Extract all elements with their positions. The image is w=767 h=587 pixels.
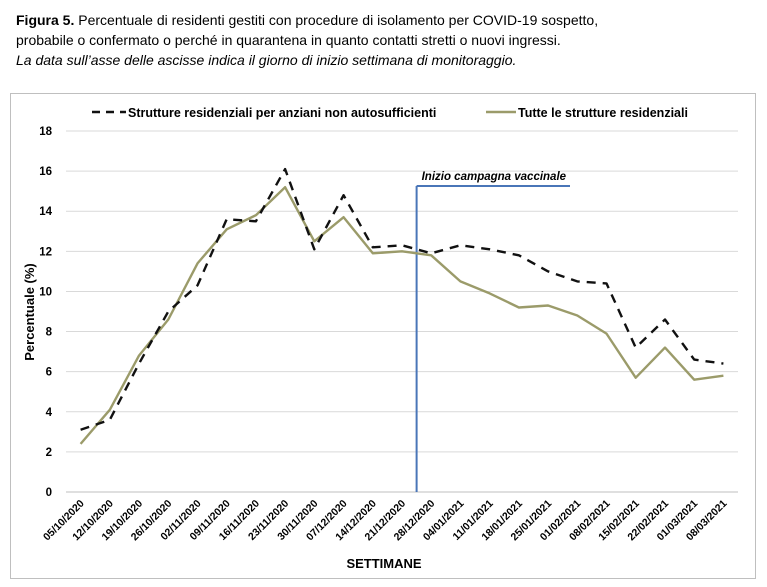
grid: [66, 130, 738, 493]
caption-line-1: Percentuale di residenti gestiti con pro…: [78, 12, 599, 28]
legend-label-series-2: Tutte le strutture residenziali: [518, 106, 688, 120]
y-tick-label: 12: [39, 246, 52, 258]
y-tick-label: 0: [46, 487, 52, 499]
series-line-tutte: [79, 185, 724, 445]
y-tick-label: 14: [39, 206, 52, 218]
legend: Strutture residenziali per anziani non a…: [92, 106, 688, 120]
y-axis-label: Percentuale (%): [22, 263, 37, 361]
series-line-anziani: [80, 167, 724, 431]
y-tick-label: 2: [46, 447, 52, 459]
figure-label: Figura 5.: [16, 12, 75, 28]
y-axis: 0 2 4 6 8 10 12 14 16 18: [39, 126, 52, 499]
figure-caption: Figura 5. Percentuale di residenti gesti…: [16, 10, 756, 70]
legend-label-series-1: Strutture residenziali per anziani non a…: [128, 106, 436, 120]
x-axis-label: SETTIMANE: [346, 556, 421, 571]
y-tick-label: 18: [39, 126, 52, 138]
chart-frame: [10, 93, 756, 579]
annotation-label: Inizio campagna vaccinale: [422, 171, 567, 183]
x-axis: 05/10/202012/10/202019/10/202026/10/2020…: [41, 498, 730, 544]
y-tick-label: 4: [46, 407, 53, 419]
series-group: [79, 167, 724, 445]
y-tick-label: 8: [46, 327, 53, 339]
y-tick-label: 16: [39, 166, 52, 178]
caption-note: La data sull’asse delle ascisse indica i…: [16, 52, 517, 68]
y-tick-label: 6: [46, 367, 52, 379]
vaccination-annotation: Inizio campagna vaccinale: [415, 171, 570, 492]
y-tick-label: 10: [39, 286, 52, 298]
caption-line-2: probabile o confermato o perché in quara…: [16, 32, 561, 48]
